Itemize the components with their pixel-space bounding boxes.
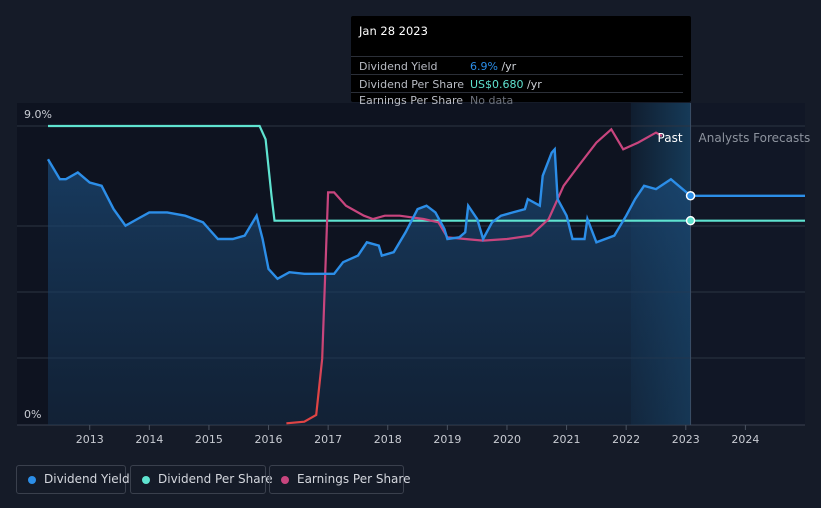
x-tick-label: 2019 bbox=[433, 433, 461, 446]
tooltip-date: Jan 28 2023 bbox=[359, 24, 428, 38]
tooltip-unit: /yr bbox=[523, 78, 542, 91]
dividend-yield-marker bbox=[685, 191, 696, 201]
tooltip-row-dividend-yield: Dividend Yield 6.9% /yr bbox=[351, 56, 683, 75]
x-tick-label: 2022 bbox=[612, 433, 640, 446]
tooltip-label: Dividend Yield bbox=[359, 60, 438, 73]
tooltip-value: 6.9% bbox=[470, 60, 498, 73]
legend-item-dividend-yield[interactable]: Dividend Yield bbox=[16, 465, 130, 494]
x-tick-label: 2017 bbox=[314, 433, 342, 446]
legend-dot-icon bbox=[28, 476, 36, 484]
x-tick-label: 2018 bbox=[374, 433, 402, 446]
tooltip-label: Dividend Per Share bbox=[359, 78, 465, 91]
x-tick-label: 2015 bbox=[195, 433, 223, 446]
tooltip-row-dividend-per-share: Dividend Per Share US$0.680 /yr bbox=[351, 74, 683, 93]
x-tick-label: 2023 bbox=[672, 433, 700, 446]
dividend-per-share-marker bbox=[685, 215, 696, 226]
tooltip-value-wrap: No data bbox=[470, 94, 513, 107]
legend-dot-icon bbox=[281, 476, 289, 484]
tooltip-row-earnings-per-share: Earnings Per Share No data bbox=[351, 92, 683, 107]
tooltip-value-wrap: US$0.680 /yr bbox=[470, 78, 542, 91]
x-tick-label: 2013 bbox=[76, 433, 104, 446]
past-label: Past bbox=[658, 131, 683, 145]
x-tick-label: 2024 bbox=[731, 433, 759, 446]
legend-label: Dividend Yield bbox=[44, 472, 130, 486]
x-tick-label: 2020 bbox=[493, 433, 521, 446]
legend-item-earnings-per-share[interactable]: Earnings Per Share bbox=[269, 465, 410, 494]
tooltip-label: Earnings Per Share bbox=[359, 94, 464, 107]
y-axis-label-max: 9.0% bbox=[24, 108, 52, 121]
legend-dot-icon bbox=[142, 476, 150, 484]
tooltip-value: No data bbox=[470, 94, 514, 107]
legend-label: Earnings Per Share bbox=[297, 472, 411, 486]
x-tick-label: 2021 bbox=[553, 433, 581, 446]
x-tick-label: 2014 bbox=[135, 433, 163, 446]
y-axis-label-min: 0% bbox=[24, 408, 41, 421]
legend-item-dividend-per-share[interactable]: Dividend Per Share bbox=[130, 465, 273, 494]
forecast-label: Analysts Forecasts bbox=[699, 131, 811, 145]
tooltip-value-wrap: 6.9% /yr bbox=[470, 60, 516, 73]
dividend-yield-area bbox=[48, 149, 691, 426]
x-tick-label: 2016 bbox=[255, 433, 283, 446]
tooltip-unit: /yr bbox=[497, 60, 517, 73]
tooltip-value: US$0.680 bbox=[470, 78, 524, 91]
tooltip: Jan 28 2023 Dividend Yield 6.9% /yr Divi… bbox=[351, 16, 691, 107]
dividend-yield-line bbox=[46, 146, 805, 281]
legend-label: Dividend Per Share bbox=[158, 472, 273, 486]
x-axis: 2013 2014 2015 2016 2017 2018 2019 2020 2021 2022… bbox=[76, 425, 759, 446]
